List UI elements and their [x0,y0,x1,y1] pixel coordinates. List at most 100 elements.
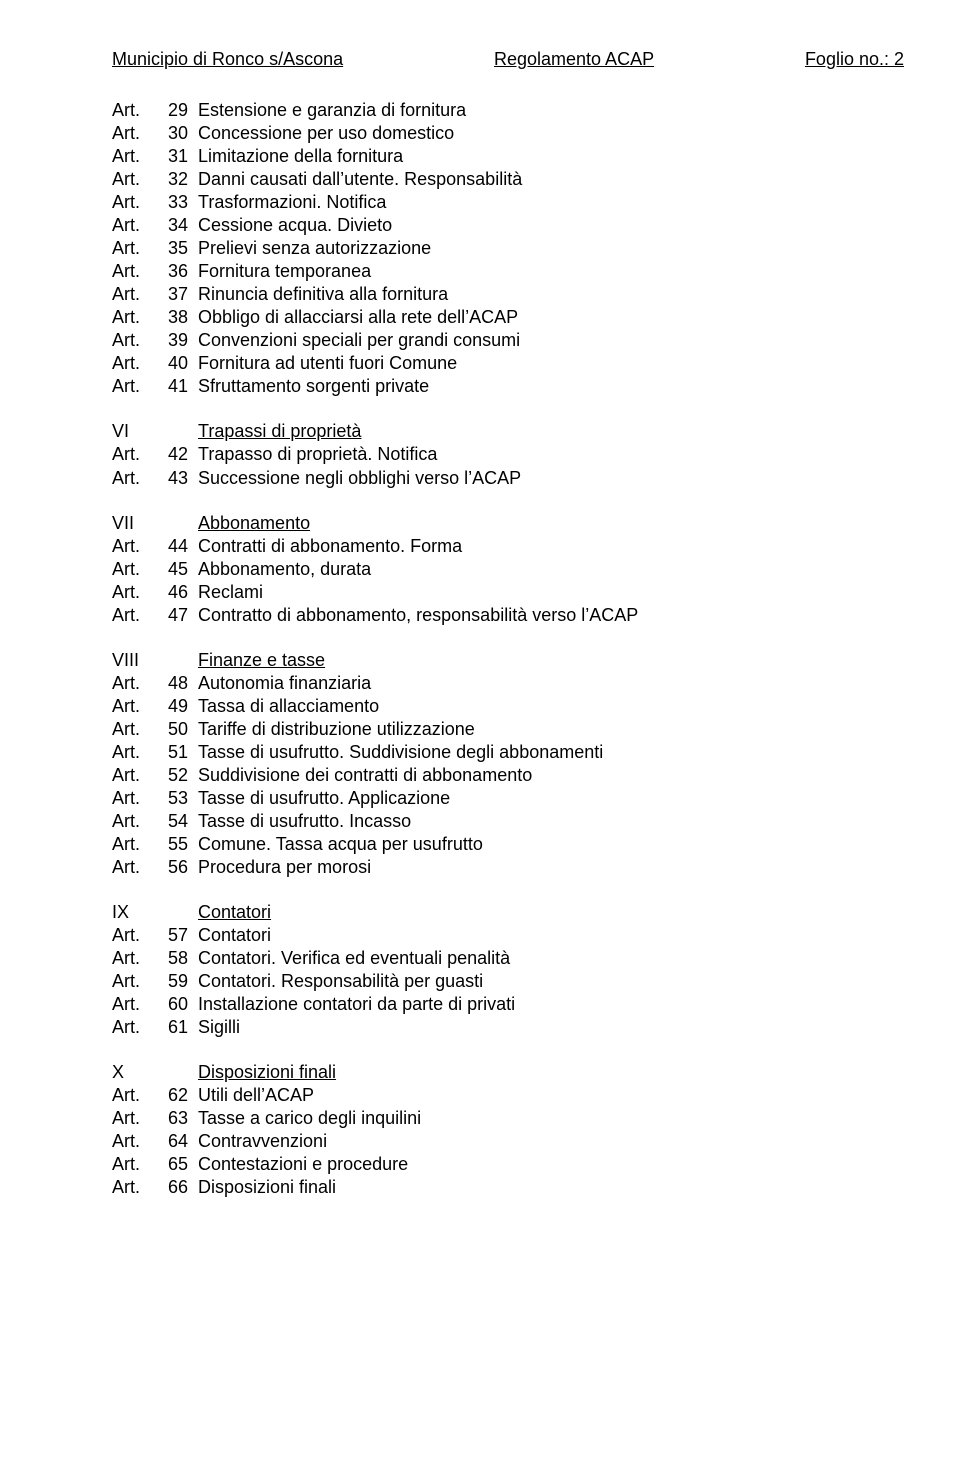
toc-line: Art.65 Contestazioni e procedure [112,1153,904,1176]
section-heading: XDisposizioni finali [112,1061,904,1084]
art-number: 37 [164,283,188,306]
section-title: Abbonamento [198,513,310,533]
toc-line: Art.60Installazione contatori da parte d… [112,993,904,1016]
art-prefix: Art. [112,443,164,466]
section-roman: X [112,1061,198,1084]
art-number: 66 [164,1176,188,1199]
art-number: 31 [164,145,188,168]
art-number: 34 [164,214,188,237]
art-prefix: Art. [112,1107,164,1130]
art-number: 50 [164,718,188,741]
art-title: Trasformazioni. Notifica [198,192,386,212]
art-prefix: Art. [112,695,164,718]
art-title: Suddivisione dei contratti di abbonament… [198,765,532,785]
art-title: Contravvenzioni [198,1131,327,1151]
art-number: 55 [164,833,188,856]
art-number: 65 [164,1153,188,1176]
art-number: 44 [164,535,188,558]
art-prefix: Art. [112,1153,164,1176]
toc-content: Art.29Estensione e garanzia di fornitura… [112,99,904,1199]
toc-line: Art.33Trasformazioni. Notifica [112,191,904,214]
toc-line: Art.47Contratto di abbonamento, responsa… [112,604,904,627]
toc-line: Art.39Convenzioni speciali per grandi co… [112,329,904,352]
art-number: 48 [164,672,188,695]
art-prefix: Art. [112,833,164,856]
art-prefix: Art. [112,856,164,879]
section-heading: VIIIFinanze e tasse [112,649,904,672]
art-prefix: Art. [112,741,164,764]
art-number: 56 [164,856,188,879]
art-title: Installazione contatori da parte di priv… [198,994,515,1014]
art-title: Cessione acqua. Divieto [198,215,392,235]
art-prefix: Art. [112,764,164,787]
toc-line: Art.37 Rinuncia definitiva alla fornitura [112,283,904,306]
art-number: 60 [164,993,188,1016]
toc-line: Art.45 Abbonamento, durata [112,558,904,581]
art-number: 46 [164,581,188,604]
art-number: 30 [164,122,188,145]
toc-line: Art.51Tasse di usufrutto. Suddivisione d… [112,741,904,764]
section-heading: VIIAbbonamento [112,512,904,535]
section-roman: VI [112,420,198,443]
art-number: 47 [164,604,188,627]
art-number: 42 [164,443,188,466]
art-prefix: Art. [112,375,164,398]
art-title: Tariffe di distribuzione utilizzazione [198,719,475,739]
art-prefix: Art. [112,1016,164,1039]
toc-line: Art.63Tasse a carico degli inquilini [112,1107,904,1130]
art-title: Obbligo di allacciarsi alla rete dell’AC… [198,307,518,327]
art-number: 40 [164,352,188,375]
art-title: Rinuncia definitiva alla fornitura [198,284,448,304]
art-prefix: Art. [112,122,164,145]
art-prefix: Art. [112,467,164,490]
toc-line: Art.43 Successione negli obblighi verso l… [112,467,904,490]
section-heading: VITrapassi di proprietà [112,420,904,443]
art-title: Comune. Tassa acqua per usufrutto [198,834,483,854]
toc-line: Art.32Danni causati dall’utente. Respons… [112,168,904,191]
header-left: Municipio di Ronco s/Ascona [112,48,343,71]
toc-line: Art.41Sfruttamento sorgenti private [112,375,904,398]
art-title: Fornitura ad utenti fuori Comune [198,353,457,373]
art-number: 49 [164,695,188,718]
toc-line: Art.55 Comune. Tassa acqua per usufrutto [112,833,904,856]
art-title: Convenzioni speciali per grandi consumi [198,330,520,350]
art-prefix: Art. [112,581,164,604]
art-prefix: Art. [112,191,164,214]
art-title: Estensione e garanzia di fornitura [198,100,466,120]
art-title: Sigilli [198,1017,240,1037]
art-number: 45 [164,558,188,581]
art-number: 64 [164,1130,188,1153]
art-prefix: Art. [112,970,164,993]
toc-line: Art.34Cessione acqua. Divieto [112,214,904,237]
section-roman: VII [112,512,198,535]
art-prefix: Art. [112,558,164,581]
art-number: 57 [164,924,188,947]
art-number: 62 [164,1084,188,1107]
art-title: Successione negli obblighi verso l’ACAP [198,468,521,488]
toc-line: Art.35Prelievi senza autorizzazione [112,237,904,260]
art-title: Procedura per morosi [198,857,371,877]
toc-line: Art.36Fornitura temporanea [112,260,904,283]
art-title: Autonomia finanziaria [198,673,371,693]
art-title: Sfruttamento sorgenti private [198,376,429,396]
toc-line: Art.29Estensione e garanzia di fornitura [112,99,904,122]
art-title: Contestazioni e procedure [198,1154,408,1174]
art-prefix: Art. [112,718,164,741]
art-title: Tasse di usufrutto. Incasso [198,811,411,831]
section-heading: IXContatori [112,901,904,924]
art-number: 59 [164,970,188,993]
art-number: 38 [164,306,188,329]
art-number: 53 [164,787,188,810]
art-prefix: Art. [112,260,164,283]
art-title: Prelievi senza autorizzazione [198,238,431,258]
art-number: 51 [164,741,188,764]
art-prefix: Art. [112,237,164,260]
art-prefix: Art. [112,99,164,122]
art-title: Abbonamento, durata [198,559,371,579]
art-number: 54 [164,810,188,833]
art-number: 43 [164,467,188,490]
toc-line: Art.42Trapasso di proprietà. Notifica [112,443,904,466]
art-title: Danni causati dall’utente. Responsabilit… [198,169,522,189]
toc-line: Art.62Utili dell’ACAP [112,1084,904,1107]
art-prefix: Art. [112,283,164,306]
